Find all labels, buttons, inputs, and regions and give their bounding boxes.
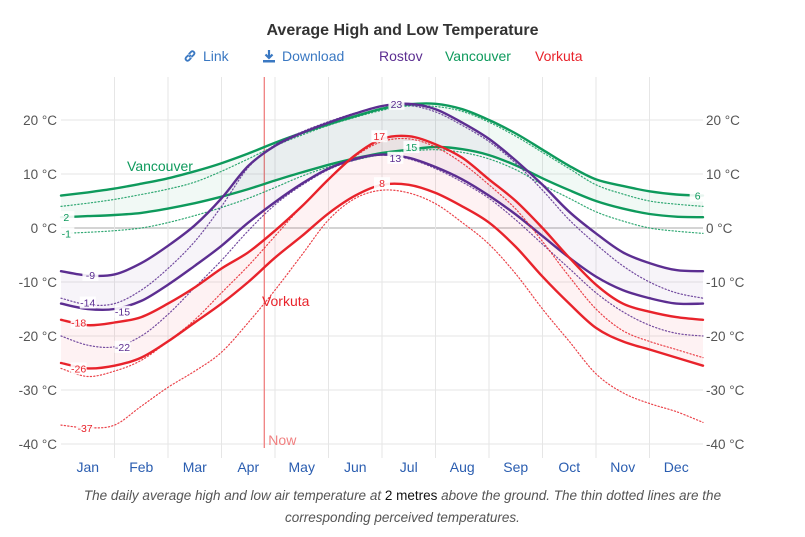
data-label-bg [58,211,75,224]
data-label: 8 [379,178,385,190]
data-label: 23 [391,99,403,111]
data-label: 13 [390,153,402,165]
x-tick-label: Feb [129,459,153,475]
chart-toolbar: Link Download Rostov Vancouver Vorkuta [0,48,805,68]
now-label: Now [268,432,297,448]
chart-caption: The daily average high and low air tempe… [40,485,765,529]
x-tick-label: Sep [503,459,528,475]
data-label: 15 [406,142,418,154]
axis-layer: 20 °C 20 °C 10 °C 10 °C 0 °C 0 °C -10 °C -10 °C… [19,113,745,475]
data-label-bg [114,340,131,353]
data-label-bg [388,97,405,110]
link-label: Link [203,48,229,64]
x-tick-label: Apr [237,459,259,475]
caption-emphasis: 2 metres [384,488,438,503]
y-tick-label-left: -10 °C [19,275,58,290]
series-line-vancouver-low [59,145,705,219]
chart-title: Average High and Low Temperature [266,22,539,39]
legend-item-rostov[interactable]: Rostov [379,48,423,64]
data-label: 2 [63,212,69,224]
data-label: -9 [86,270,95,282]
data-label-bg [70,316,87,329]
caption-text-after: above the ground. The thin dotted lines … [285,488,722,525]
x-tick-label: Aug [450,459,475,475]
legend-item-vancouver[interactable]: Vancouver [445,48,511,64]
data-label-bg [403,141,420,153]
link-icon [183,49,197,66]
series-line-rostov-low-perceived [60,154,704,349]
data-label-bg [70,362,87,375]
data-label-bg [114,305,131,318]
x-tick-label: Dec [664,459,689,475]
x-tick-label: Oct [558,459,580,475]
series-line-vancouver-high-perceived [60,105,704,207]
download-icon [262,49,276,66]
series-label-vancouver: Vancouver [127,158,193,174]
data-label-bg [77,421,94,434]
y-tick-label-right: -20 °C [706,329,745,344]
caption-text-before: The daily average high and low air tempe… [83,488,385,503]
series-label-vorkuta: Vorkuta [262,293,310,309]
x-tick-label: Jan [76,459,99,475]
y-tick-label-right: 20 °C [706,113,740,128]
data-label: 6 [695,191,701,203]
legend-item-vorkuta[interactable]: Vorkuta [535,48,583,64]
download-label: Download [282,48,345,64]
y-tick-label-right: -30 °C [706,383,745,398]
y-tick-label-right: -40 °C [706,437,745,452]
data-label-bg [82,268,99,281]
data-label-bg [689,189,706,202]
band-rostov [61,103,703,309]
data-label: 17 [373,131,385,143]
data-label-bg [58,227,75,240]
x-tick-label: Mar [183,459,207,475]
band-vancouver [61,103,703,218]
x-tick-label: Jun [344,459,367,475]
series-line-vancouver-high [59,102,705,197]
data-label-bg [79,296,96,309]
y-tick-label-left: 20 °C [23,113,57,128]
series-line-rostov-high-perceived [60,104,704,306]
y-tick-label-left: 10 °C [23,167,57,182]
y-tick-label-left: 0 °C [31,221,58,236]
data-label: -14 [80,298,95,310]
data-label: -15 [115,307,130,319]
data-label: -22 [115,342,130,354]
y-tick-label-right: -10 °C [706,275,745,290]
series-line-vorkuta-low-perceived [60,189,704,429]
link-button[interactable]: Link [183,48,229,66]
y-tick-label-left: -30 °C [19,383,58,398]
download-button[interactable]: Download [262,48,344,66]
label-layer: Now 2 -1 6 15 -9 -14 -15 -22 23 13 -18 -26 -37 17 8 Vanc… [58,97,706,448]
x-tick-label: Nov [610,459,635,475]
y-tick-label-left: -20 °C [19,329,58,344]
y-tick-label-right: 10 °C [706,167,740,182]
x-tick-label: May [289,459,315,475]
grid-layer [61,77,703,458]
data-label: -1 [62,228,71,240]
data-label: -18 [71,318,86,330]
y-tick-label-right: 0 °C [706,221,733,236]
data-label-bg [371,130,388,143]
y-tick-label-left: -40 °C [19,437,58,452]
data-label: -26 [71,363,86,375]
data-label: -37 [77,423,92,435]
x-tick-label: Jul [400,459,418,475]
data-label-bg [374,177,390,190]
data-label-bg [387,151,404,164]
